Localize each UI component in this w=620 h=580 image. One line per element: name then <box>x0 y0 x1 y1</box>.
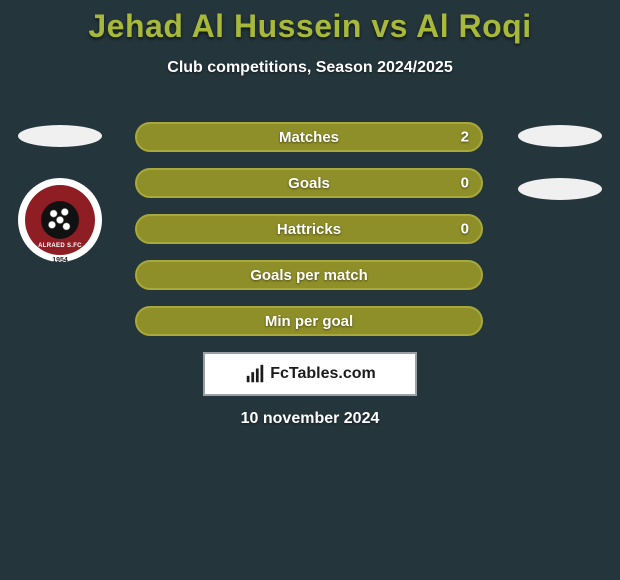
stat-label: Goals <box>288 175 330 192</box>
stat-value-right: 0 <box>461 221 469 238</box>
page-title: Jehad Al Hussein vs Al Roqi <box>0 0 620 45</box>
watermark-text: FcTables.com <box>270 365 376 383</box>
bar-chart-icon <box>244 363 266 385</box>
stat-value-right: 2 <box>461 129 469 146</box>
dateline: 10 november 2024 <box>0 410 620 428</box>
stats-container: Matches 2 Goals 0 Hattricks 0 Goals per … <box>135 122 483 352</box>
stat-label: Min per goal <box>265 313 353 330</box>
avatar-player-left <box>18 125 102 147</box>
soccer-ball-icon <box>41 201 79 239</box>
watermark-badge: FcTables.com <box>203 352 417 396</box>
stat-label: Matches <box>279 129 339 146</box>
stat-row-goals: Goals 0 <box>135 168 483 198</box>
club-badge-year: 1954 <box>18 257 102 264</box>
avatar-player-right <box>518 125 602 147</box>
page-subtitle: Club competitions, Season 2024/2025 <box>0 59 620 77</box>
stat-label: Hattricks <box>277 221 341 238</box>
stat-row-hattricks: Hattricks 0 <box>135 214 483 244</box>
avatar-club-right <box>518 178 602 200</box>
stat-value-right: 0 <box>461 175 469 192</box>
club-badge-name: ALRAED S.FC <box>25 243 95 249</box>
stat-row-min-per-goal: Min per goal <box>135 306 483 336</box>
stat-row-goals-per-match: Goals per match <box>135 260 483 290</box>
avatar-club-left: ALRAED S.FC 1954 <box>18 178 102 262</box>
stat-label: Goals per match <box>250 267 368 284</box>
stat-row-matches: Matches 2 <box>135 122 483 152</box>
club-badge-inner: ALRAED S.FC <box>25 185 95 255</box>
